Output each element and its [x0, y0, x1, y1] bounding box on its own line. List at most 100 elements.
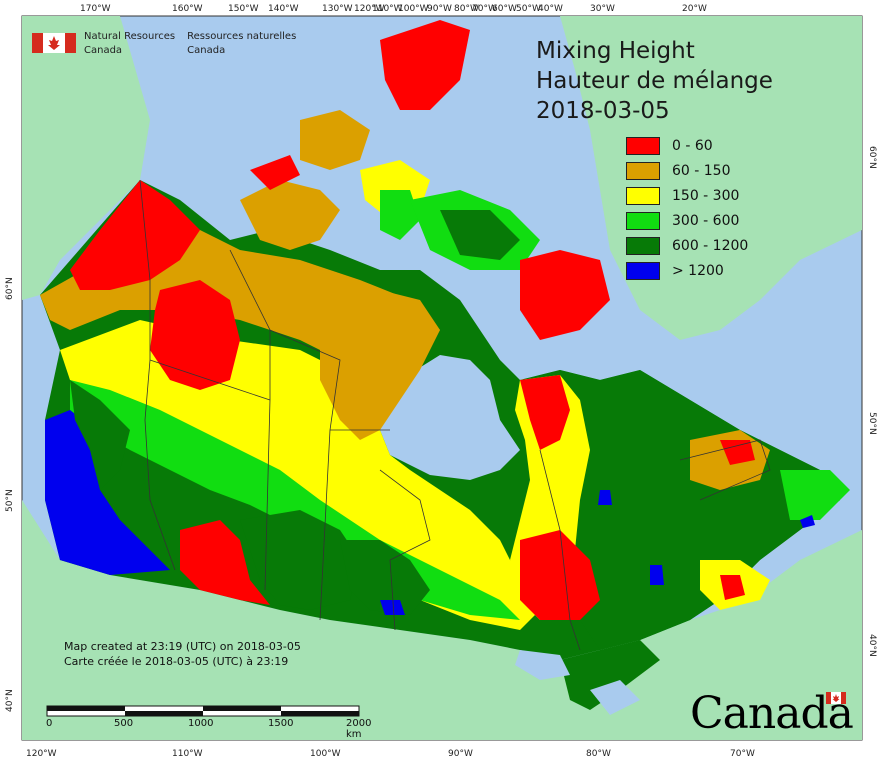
grat-right-0: 60°N — [867, 146, 877, 169]
grat-top-15: 20°W — [682, 4, 707, 14]
island-red-west — [250, 155, 300, 190]
alaska — [22, 16, 150, 300]
agency-en-line2: Canada — [84, 45, 123, 56]
graticule-right: 60°N 50°N 40°N — [867, 146, 877, 657]
grat-bottom-1: 110°W — [172, 749, 203, 759]
agency-en-line1: Natural Resources — [84, 31, 176, 42]
grat-bottom-2: 100°W — [310, 749, 341, 759]
title-english: Mixing Height — [536, 38, 695, 64]
grat-top-12: 50°W — [516, 4, 541, 14]
manitoba-darkgreen — [340, 540, 430, 615]
zone-orange-central — [320, 290, 440, 440]
agency-french: Ressources naturelles Canada — [187, 30, 296, 58]
legend-label: 150 - 300 — [672, 187, 740, 204]
grat-top-2: 150°W — [228, 4, 259, 14]
legend-row: 60 - 150 — [626, 158, 748, 183]
grat-top-8: 90°W — [427, 4, 452, 14]
legend-row: 0 - 60 — [626, 133, 748, 158]
quebec-blue-a — [598, 490, 612, 505]
island-b — [300, 110, 370, 170]
labrador-red — [720, 440, 755, 465]
sask-darkgreen — [240, 510, 360, 610]
agency-fr-line2: Canada — [187, 45, 226, 56]
scale-label-2: 1000 — [188, 718, 214, 729]
grat-top-3: 140°W — [268, 4, 299, 14]
scale-bar: 0 500 1000 1500 2000 km — [46, 704, 371, 740]
credit-french: Carte créée le 2018-03-05 (UTC) à 23:19 — [64, 655, 289, 668]
lake-huron — [590, 680, 640, 715]
legend-label: > 1200 — [672, 262, 724, 279]
alberta-red — [180, 520, 270, 605]
grat-top-11: 60°W — [492, 4, 517, 14]
legend-swatch — [626, 186, 660, 205]
scale-label-0: 0 — [46, 718, 53, 729]
manitoba-blue — [380, 600, 405, 615]
graticule-top: 170°W 160°W 150°W 140°W 130°W 120°W 110°… — [80, 4, 707, 14]
legend-row: 150 - 300 — [626, 183, 748, 208]
grat-right-2: 40°N — [867, 634, 877, 657]
legend-label: 600 - 1200 — [672, 237, 749, 254]
legend-row: > 1200 — [626, 258, 748, 283]
zone-red-nwt — [150, 280, 240, 390]
grat-bottom-0: 120°W — [26, 749, 57, 759]
canada-flag-icon — [32, 33, 76, 53]
grat-top-5: 120°W — [354, 4, 385, 14]
island-d — [380, 190, 420, 240]
grat-top-7: 100°W — [398, 4, 429, 14]
hudson-bay — [380, 355, 520, 480]
lake-superior — [515, 650, 570, 680]
ungava-red — [520, 375, 570, 450]
greenland — [560, 16, 862, 340]
baffin-darkgreen — [440, 210, 520, 260]
title-date: 2018-03-05 — [536, 98, 670, 124]
grat-left-0: 60°N — [5, 277, 15, 300]
island-a — [240, 180, 340, 250]
agency-fr-line1: Ressources naturelles — [187, 31, 297, 42]
grat-top-0: 170°W — [80, 4, 111, 14]
graticule-bottom: 120°W 110°W 100°W 90°W 80°W 70°W — [26, 749, 755, 759]
grat-right-1: 50°N — [867, 412, 877, 435]
southern-ontario — [560, 640, 660, 710]
grat-bottom-5: 70°W — [730, 749, 755, 759]
newfoundland-blue — [800, 515, 815, 528]
legend-row: 600 - 1200 — [626, 233, 748, 258]
zone-red-yukon — [70, 180, 200, 290]
province-borders — [139, 179, 771, 651]
title-french: Hauteur de mélange — [536, 68, 773, 94]
grat-bottom-4: 80°W — [586, 749, 611, 759]
map-credit: Map created at 23:19 (UTC) on 2018-03-05… — [64, 639, 301, 669]
nrcan-signature: Natural Resources Canada Ressources natu… — [32, 30, 308, 58]
graticule-left: 60°N 50°N 40°N — [5, 277, 15, 712]
quebec-blue-b — [650, 565, 664, 585]
legend-swatch — [626, 236, 660, 255]
bc-coast-blue — [45, 410, 170, 575]
quebec-red — [520, 530, 600, 620]
united-states — [22, 500, 862, 740]
legend-row: 300 - 600 — [626, 208, 748, 233]
legend-label: 0 - 60 — [672, 137, 713, 154]
bc-darkgreen — [70, 380, 130, 490]
baffin-red — [520, 250, 610, 340]
legend-swatch — [626, 136, 660, 155]
grat-top-14: 30°W — [590, 4, 615, 14]
grat-top-13: 40°W — [538, 4, 563, 14]
grat-top-4: 130°W — [322, 4, 353, 14]
grat-top-10: 70°W — [472, 4, 497, 14]
legend-label: 300 - 600 — [672, 212, 740, 229]
legend-swatch — [626, 211, 660, 230]
grat-top-9: 80°W — [454, 4, 479, 14]
newfoundland-green — [780, 470, 850, 520]
legend-swatch — [626, 161, 660, 180]
agency-english: Natural Resources Canada — [84, 30, 175, 58]
scale-label-4: 2000 km — [346, 718, 372, 740]
grat-left-2: 40°N — [5, 689, 15, 712]
zone-yellow-central — [60, 320, 540, 630]
maritimes-red — [720, 575, 745, 600]
credit-english: Map created at 23:19 (UTC) on 2018-03-05 — [64, 640, 301, 653]
grat-bottom-3: 90°W — [448, 749, 473, 759]
grat-top-1: 160°W — [172, 4, 203, 14]
grat-top-6: 110°W — [372, 4, 403, 14]
scale-bar-graphic — [46, 705, 360, 717]
